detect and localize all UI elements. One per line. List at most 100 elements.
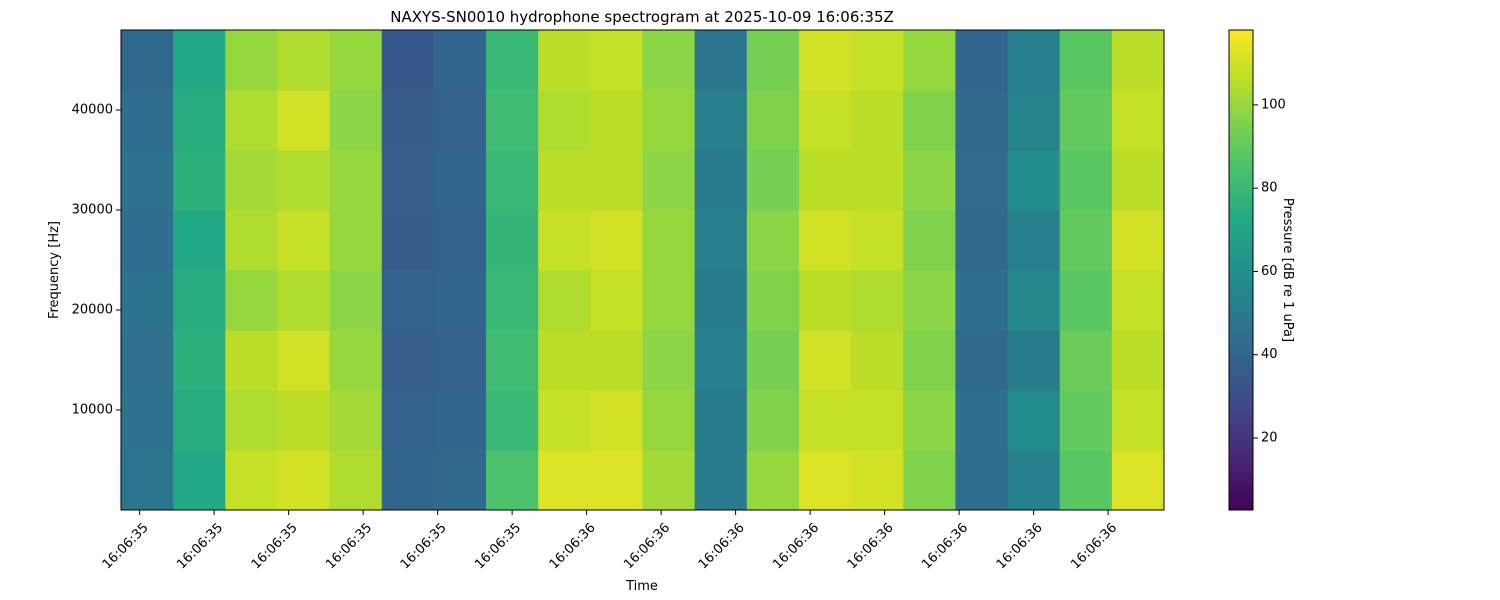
cell [590,30,643,91]
chart-title: NAXYS-SN0010 hydrophone spectrogram at 2… [390,8,894,26]
cell [798,390,852,451]
x-tick-label: 16:06:36 [919,520,971,572]
cell [1111,90,1164,151]
cell [903,450,956,510]
cell [225,450,278,510]
cell [746,390,800,451]
cell [486,150,539,211]
colorbar-tick-label: 100 [1261,97,1286,112]
cell [903,90,956,151]
x-tick-label: 16:06:36 [845,520,897,572]
cell [486,450,539,510]
cell [642,210,696,271]
cell [851,90,904,151]
x-tick-label: 16:06:36 [770,520,822,572]
cell [694,30,748,91]
cell [694,330,748,391]
cell [173,210,226,271]
cell [746,330,800,391]
cell [277,150,331,211]
cell [903,30,956,91]
cell [329,210,383,271]
cell [955,90,1009,151]
cell [1007,270,1061,331]
colorbar-label: Pressure [dB re 1 uPa] [1280,198,1295,342]
cell [277,450,331,510]
cell [433,270,487,331]
cell [955,210,1009,271]
cell [538,270,591,331]
x-tick-label: 16:06:36 [621,520,673,572]
cell [381,30,435,91]
cell [955,270,1009,331]
cell [173,30,226,91]
cell [694,450,748,510]
cell [642,270,696,331]
cell [225,330,278,391]
x-tick-label: 16:06:35 [398,520,450,572]
cell [903,330,956,391]
cell [225,390,278,451]
x-axis-label: Time [625,579,658,594]
y-tick-label: 40000 [72,103,113,118]
cell [433,90,487,151]
cell [329,450,383,510]
cell [225,30,278,91]
cell [329,270,383,331]
cell [381,450,435,510]
cell [277,210,331,271]
cell [1111,330,1164,391]
cell [173,270,226,331]
cell [694,390,748,451]
cell [798,270,852,331]
cell [642,30,696,91]
cell [173,150,226,211]
cell [1059,30,1113,91]
x-tick-label: 16:06:36 [547,520,599,572]
x-tick-label: 16:06:35 [323,520,375,572]
cell [538,390,591,451]
cell [433,30,487,91]
cell [277,330,331,391]
cell [590,150,643,211]
cell [1007,450,1061,510]
cell [225,90,278,151]
cell [903,150,956,211]
cell [642,150,696,211]
cell [277,30,331,91]
colorbar [1228,29,1254,511]
cell [798,90,852,151]
cell [1059,150,1113,211]
cell [121,330,174,391]
cell [1007,90,1061,151]
cell [1059,450,1113,510]
cell [381,210,435,271]
cell [277,90,331,151]
cell [121,150,174,211]
cell [381,150,435,211]
cell [1111,150,1164,211]
cell [173,330,226,391]
cell [121,450,174,510]
y-tick-label: 10000 [72,403,113,418]
cell [277,270,331,331]
cell [590,330,643,391]
cell [1059,330,1113,391]
cell [329,90,383,151]
cell [1007,330,1061,391]
cell [433,330,487,391]
cell [851,270,904,331]
cell [590,390,643,451]
cell [538,330,591,391]
x-tick-label: 16:06:36 [994,520,1046,572]
cell [486,90,539,151]
cell [486,390,539,451]
cell [746,30,800,91]
colorbar-tick-label: 60 [1261,264,1278,279]
cell [1007,30,1061,91]
cell [1007,150,1061,211]
cell [381,90,435,151]
cell [538,450,591,510]
cell [1059,390,1113,451]
